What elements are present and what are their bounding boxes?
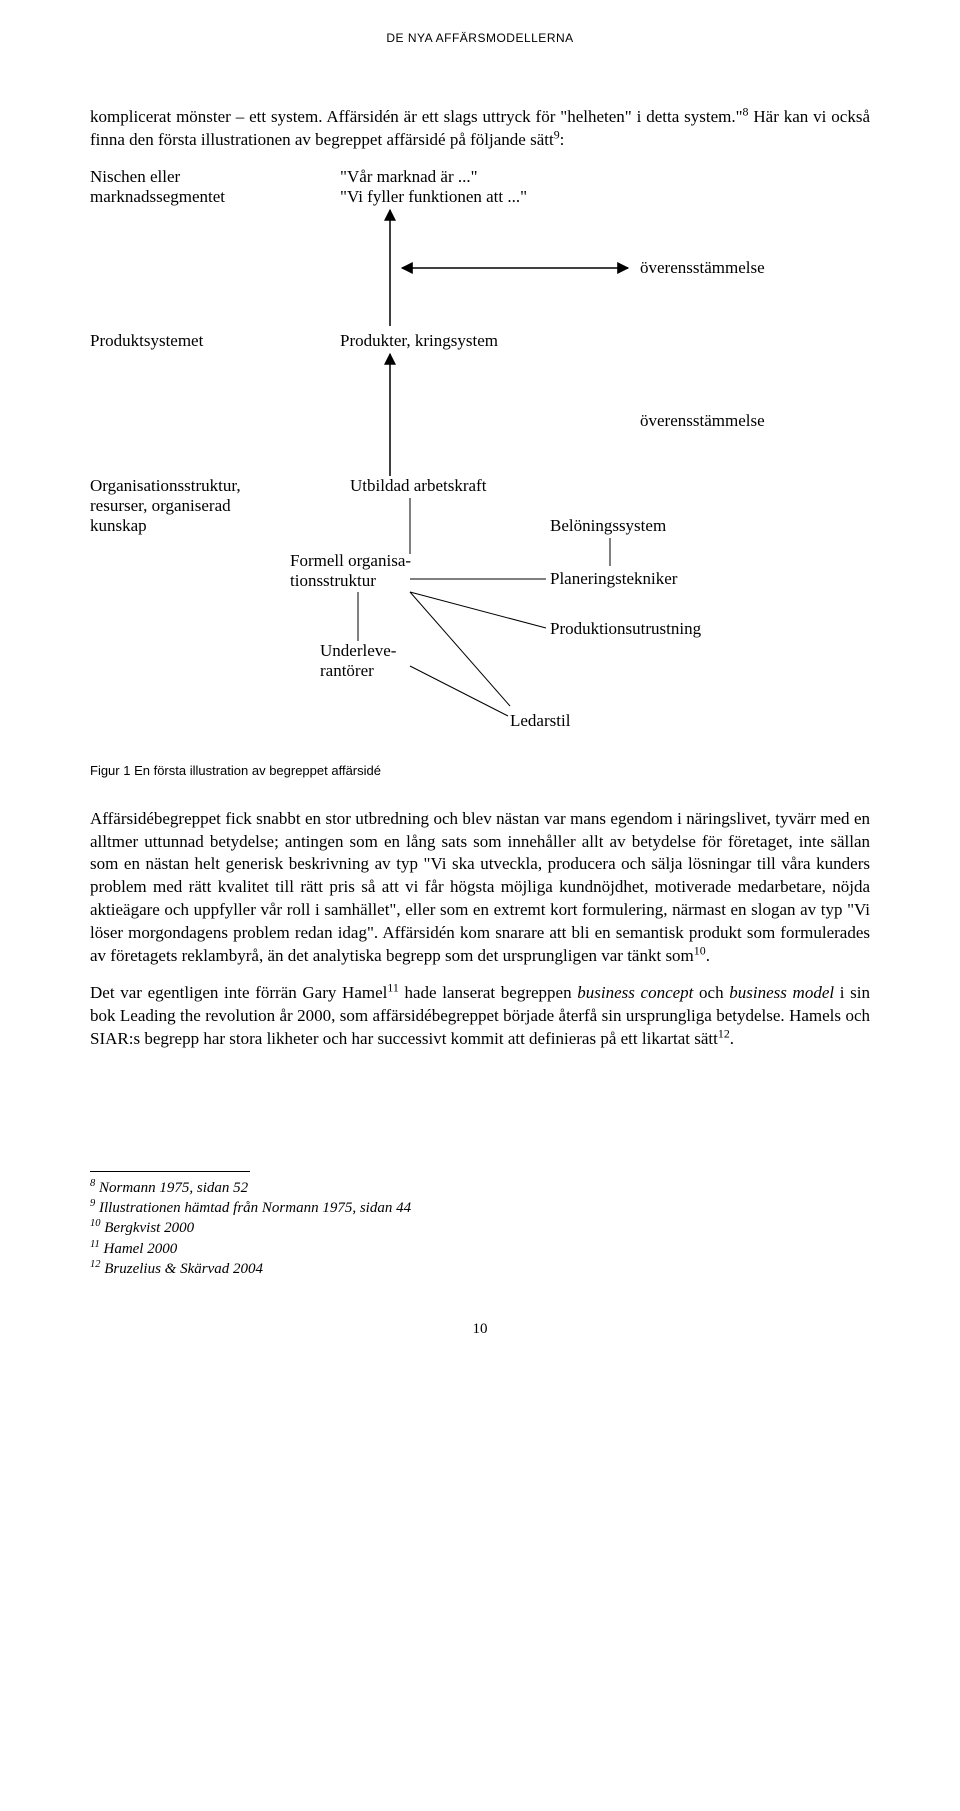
line-formell-produktions bbox=[410, 592, 546, 628]
footnote-text-9: Illustrationen hämtad från Normann 1975,… bbox=[95, 1200, 411, 1216]
p3-italic-1: business concept bbox=[577, 983, 693, 1002]
p3-text-2: hade lanserat begreppen bbox=[399, 983, 577, 1002]
label-marknad-l2: "Vi fyller funktionen att ..." bbox=[340, 187, 527, 206]
p3-text-3: och bbox=[693, 983, 729, 1002]
footnote-11: 11 Hamel 2000 bbox=[90, 1239, 870, 1259]
p2-text-1: Affärsidébegreppet fick snabbt en stor u… bbox=[90, 809, 870, 966]
label-marknad-l1: "Vår marknad är ..." bbox=[340, 167, 478, 186]
label-underleve-l1: Underleve- bbox=[320, 641, 397, 660]
footnote-8: 8 Normann 1975, sidan 52 bbox=[90, 1178, 870, 1198]
label-overens2: överensstämmelse bbox=[640, 411, 765, 430]
paragraph-3: Det var egentligen inte förrän Gary Hame… bbox=[90, 982, 870, 1051]
footnote-12: 12 Bruzelius & Skärvad 2004 bbox=[90, 1259, 870, 1279]
paragraph-2: Affärsidébegreppet fick snabbt en stor u… bbox=[90, 808, 870, 969]
p3-text-1: Det var egentligen inte förrän Gary Hame… bbox=[90, 983, 387, 1002]
footnote-ref-11: 11 bbox=[387, 981, 398, 995]
footnote-ref-10: 10 bbox=[694, 944, 706, 958]
footnote-9: 9 Illustrationen hämtad från Normann 197… bbox=[90, 1198, 870, 1218]
page-header: DE NYA AFFÄRSMODELLERNA bbox=[90, 30, 870, 46]
p1-text-3: : bbox=[560, 130, 565, 149]
footnote-separator bbox=[90, 1171, 250, 1172]
footnote-num-12: 12 bbox=[90, 1259, 101, 1270]
p2-text-2: . bbox=[706, 946, 710, 965]
page-number: 10 bbox=[90, 1319, 870, 1339]
label-nischen-l1: Nischen eller bbox=[90, 167, 180, 186]
label-produktions: Produktionsutrustning bbox=[550, 619, 702, 638]
label-org-l1: Organisationsstruktur, bbox=[90, 476, 241, 495]
paragraph-1: komplicerat mönster – ett system. Affärs… bbox=[90, 106, 870, 152]
label-utbildad: Utbildad arbetskraft bbox=[350, 476, 487, 495]
label-planerings: Planeringstekniker bbox=[550, 569, 678, 588]
figure-caption: Figur 1 En första illustration av begrep… bbox=[90, 762, 870, 780]
footnote-text-10: Bergkvist 2000 bbox=[101, 1220, 195, 1236]
label-formell-l1: Formell organisa- bbox=[290, 551, 411, 570]
label-formell-l2: tionsstruktur bbox=[290, 571, 376, 590]
footnote-num-10: 10 bbox=[90, 1218, 101, 1229]
footnote-num-11: 11 bbox=[90, 1239, 100, 1250]
p1-text-1: komplicerat mönster – ett system. Affärs… bbox=[90, 107, 743, 126]
label-org-l3: kunskap bbox=[90, 516, 147, 535]
label-produkter: Produkter, kringsystem bbox=[340, 331, 498, 350]
footnote-text-12: Bruzelius & Skärvad 2004 bbox=[101, 1261, 264, 1277]
affarside-diagram: Nischen eller marknadssegmentet "Vår mar… bbox=[90, 166, 870, 756]
label-nischen-l2: marknadssegmentet bbox=[90, 187, 225, 206]
footnote-ref-12: 12 bbox=[718, 1026, 730, 1040]
label-underleve-l2: rantörer bbox=[320, 661, 374, 680]
footnote-10: 10 Bergkvist 2000 bbox=[90, 1218, 870, 1238]
line-underleve-ledarstil bbox=[410, 666, 508, 716]
footnotes-block: 8 Normann 1975, sidan 52 9 Illustratione… bbox=[90, 1178, 870, 1279]
label-ledarstil: Ledarstil bbox=[510, 711, 571, 730]
p3-italic-2: business model bbox=[729, 983, 834, 1002]
line-formell-ledarstil bbox=[410, 592, 510, 706]
footnote-text-11: Hamel 2000 bbox=[100, 1241, 178, 1257]
label-produktsystemet: Produktsystemet bbox=[90, 331, 204, 350]
label-belonings: Belöningssystem bbox=[550, 516, 666, 535]
p3-text-5: . bbox=[730, 1029, 734, 1048]
label-overens1: överensstämmelse bbox=[640, 258, 765, 277]
label-org-l2: resurser, organiserad bbox=[90, 496, 231, 515]
footnote-text-8: Normann 1975, sidan 52 bbox=[95, 1180, 248, 1196]
